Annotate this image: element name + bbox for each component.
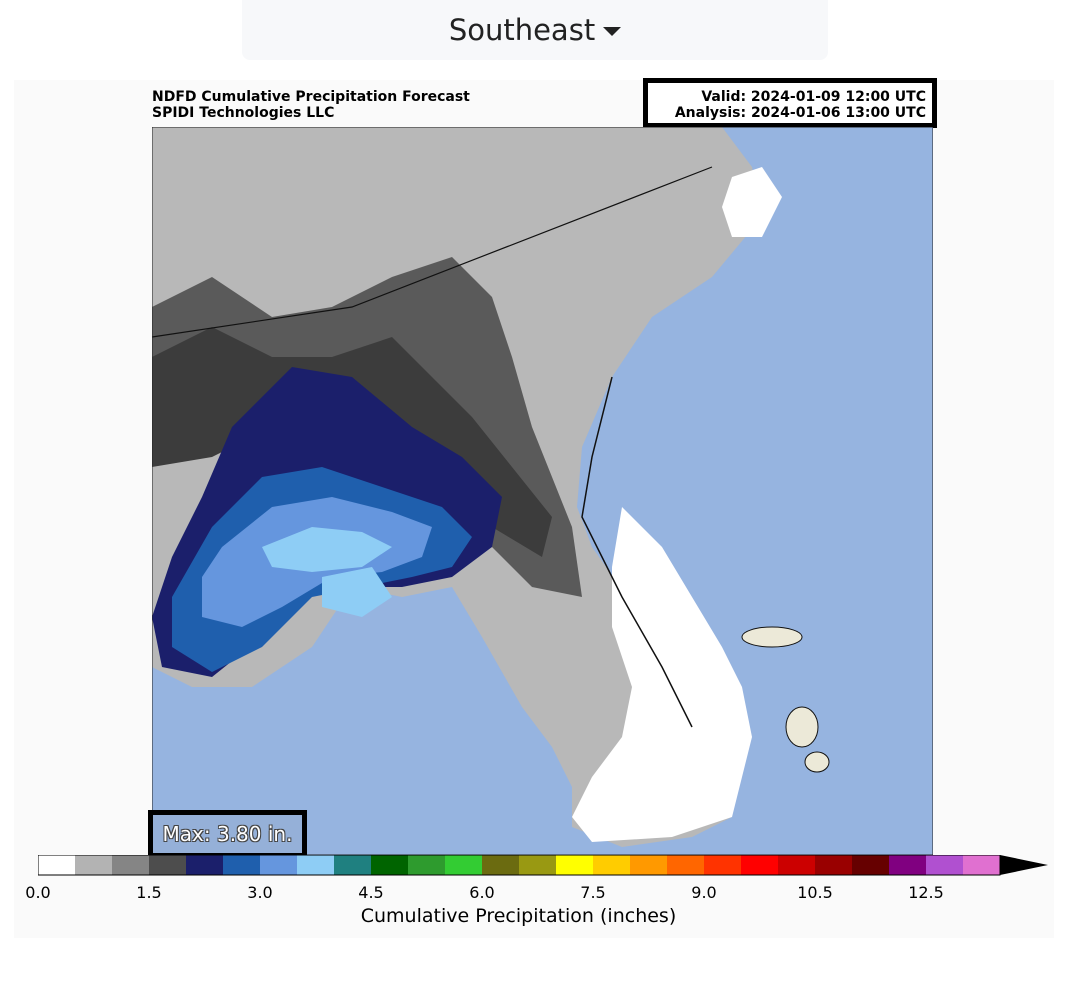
island	[785, 706, 819, 748]
state-border	[152, 166, 713, 338]
colorbar-swatch	[408, 855, 445, 875]
region-dropdown[interactable]: Southeast	[242, 0, 828, 60]
colorbar-swatch	[38, 855, 75, 875]
colorbar-swatch	[75, 855, 112, 875]
colorbar-swatch	[963, 855, 1000, 875]
colorbar-tick-label: 3.0	[247, 883, 273, 902]
land-darker-band	[152, 327, 552, 557]
colorbar-swatch	[482, 855, 519, 875]
colorbar-label: Cumulative Precipitation (inches)	[360, 905, 677, 927]
colorbar-extend-arrow	[1000, 855, 1048, 875]
precip-white-outerbanks	[722, 167, 782, 237]
caret-down-icon	[603, 26, 622, 36]
precip-sky-gulf	[322, 567, 392, 617]
colorbar-tick-label: 1.5	[136, 883, 162, 902]
colorbar-swatch	[704, 855, 741, 875]
colorbar-swatch	[667, 855, 704, 875]
colorbar-swatch	[334, 855, 371, 875]
island	[741, 626, 803, 648]
precip-sky	[262, 527, 392, 572]
colorbar-swatch	[260, 855, 297, 875]
region-label: Southeast	[448, 13, 596, 47]
precip-white-florida	[572, 507, 752, 842]
colorbar-tick-label: 4.5	[358, 883, 384, 902]
colorbar-tick-label: 10.5	[797, 883, 833, 902]
colorbar-swatch	[815, 855, 852, 875]
colorbar-swatch	[223, 855, 260, 875]
coastline	[581, 376, 693, 728]
colorbar-swatch	[741, 855, 778, 875]
colorbar	[38, 855, 1048, 876]
valid-time-box: Valid: 2024-01-09 12:00 UTC Analysis: 20…	[643, 78, 937, 128]
colorbar-swatch	[889, 855, 926, 875]
colorbar-swatch	[630, 855, 667, 875]
figure-title: NDFD Cumulative Precipitation Forecast	[152, 89, 470, 105]
analysis-time: Analysis: 2024-01-06 13:00 UTC	[674, 105, 926, 121]
colorbar-swatch	[186, 855, 223, 875]
colorbar-swatch	[778, 855, 815, 875]
colorbar-frame	[38, 855, 1001, 876]
colorbar-swatch	[926, 855, 963, 875]
max-value-label: Max: 3.80 in.	[162, 822, 293, 846]
valid-time: Valid: 2024-01-09 12:00 UTC	[701, 89, 926, 105]
figure-subtitle: SPIDI Technologies LLC	[152, 105, 335, 121]
colorbar-tick-label: 6.0	[469, 883, 495, 902]
colorbar-swatch	[112, 855, 149, 875]
colorbar-tick-label: 0.0	[25, 883, 51, 902]
colorbar-swatch	[297, 855, 334, 875]
colorbar-swatch	[852, 855, 889, 875]
colorbar-ticks: 0.0 1.5 3.0 4.5 6.0 7.5 9.0 10.5 12.5	[0, 883, 1077, 903]
island	[804, 751, 830, 773]
colorbar-swatch	[556, 855, 593, 875]
colorbar-tick-label: 12.5	[908, 883, 944, 902]
colorbar-swatch	[445, 855, 482, 875]
precipitation-map	[152, 127, 933, 855]
colorbar-swatch	[149, 855, 186, 875]
colorbar-swatch	[371, 855, 408, 875]
colorbar-tick-label: 9.0	[691, 883, 717, 902]
colorbar-tick-label: 7.5	[580, 883, 606, 902]
max-value-box: Max: 3.80 in.	[148, 810, 307, 858]
colorbar-swatch	[593, 855, 630, 875]
colorbar-swatch	[519, 855, 556, 875]
